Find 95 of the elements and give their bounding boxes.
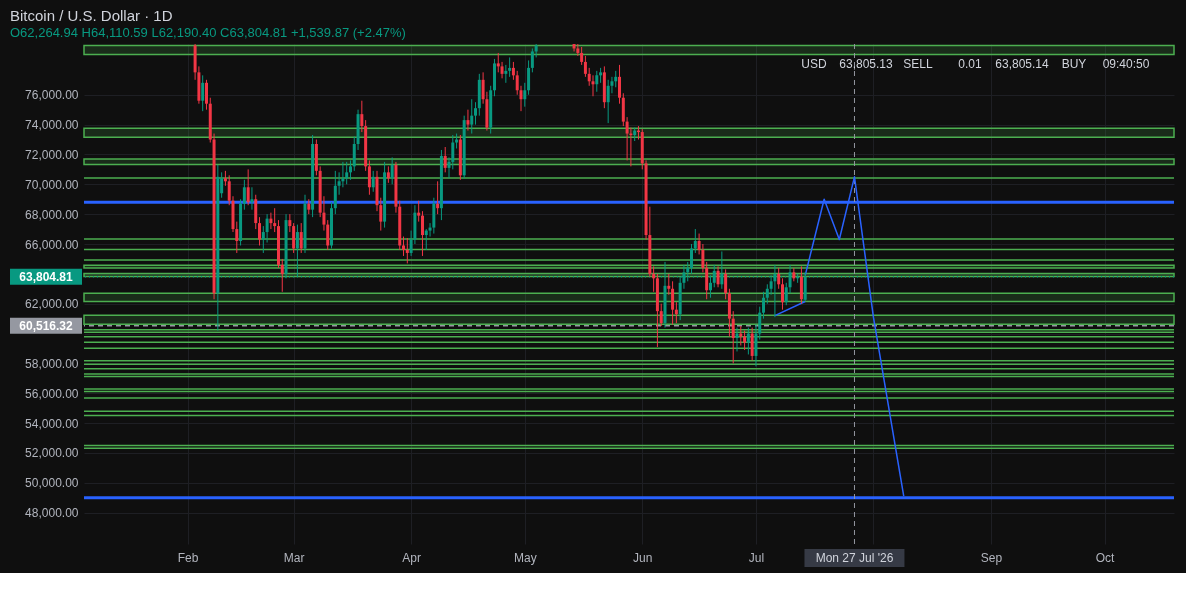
chart-subtitle: O62,264.94 H64,110.59 L62,190.40 C63,804.81 +1,539.87 (+2.47%) <box>10 24 406 40</box>
candlestick <box>780 277 784 311</box>
candlestick <box>246 168 250 206</box>
candlestick <box>258 216 262 246</box>
candlestick <box>527 59 531 96</box>
candlestick <box>523 82 527 108</box>
x-tick-label: Sep <box>980 550 1003 565</box>
x-tick-label: Feb <box>177 550 199 565</box>
candlestick <box>417 200 421 223</box>
candlestick <box>773 264 777 318</box>
candlestick <box>292 222 296 254</box>
candlestick <box>716 265 720 288</box>
candlestick <box>724 268 728 300</box>
chart-title: Bitcoin / U.S. Dollar · 1D <box>10 6 173 24</box>
y-tick-label: 48,000.00 <box>25 506 79 521</box>
candlestick <box>659 303 663 327</box>
y-tick-label: 62,000.00 <box>25 297 79 312</box>
candlestick <box>739 325 743 346</box>
candlestick <box>405 237 409 264</box>
candlestick <box>530 47 534 73</box>
candlestick <box>273 207 277 233</box>
ref-line-label: 60,516.32 <box>19 318 74 333</box>
candlestick <box>348 159 352 181</box>
candlestick <box>667 273 671 296</box>
candlestick <box>470 98 474 135</box>
candlestick <box>693 228 697 254</box>
candlestick <box>474 101 478 126</box>
annotation: USD <box>801 57 827 71</box>
candlestick <box>508 56 512 78</box>
y-tick-label: 52,000.00 <box>25 446 79 461</box>
candlestick <box>652 265 656 293</box>
ref-line-label: 63,804.81 <box>19 269 74 284</box>
y-tick-label: 50,000.00 <box>25 476 79 491</box>
candlestick <box>367 159 371 196</box>
candlestick <box>731 310 735 364</box>
candlestick <box>803 271 807 302</box>
candlestick <box>583 55 587 78</box>
y-tick-label: 58,000.00 <box>25 356 79 371</box>
candlestick <box>420 210 424 257</box>
annotation: 09:40:50 <box>1102 57 1150 71</box>
candlestick <box>402 236 406 257</box>
x-tick-label: Jun <box>633 550 653 565</box>
candlestick <box>743 330 747 351</box>
candlestick <box>750 327 754 361</box>
y-tick-label: 72,000.00 <box>25 147 79 162</box>
candlestick <box>436 180 440 215</box>
candlestick <box>280 258 284 293</box>
y-tick-label: 56,000.00 <box>25 386 79 401</box>
x-tick-label: Jul <box>748 550 765 565</box>
y-tick-label: 76,000.00 <box>25 88 79 103</box>
candlestick <box>432 197 436 235</box>
annotation: 63,805.13 <box>839 57 894 71</box>
candlestick <box>618 64 622 105</box>
candlestick <box>712 264 716 288</box>
candlestick <box>360 100 364 133</box>
candlestick <box>606 79 610 124</box>
candlestick <box>720 250 724 290</box>
candlestick <box>674 301 678 324</box>
candlestick <box>250 186 254 211</box>
candlestick <box>254 194 258 230</box>
candlestick <box>242 179 246 211</box>
x-tick-label: May <box>513 550 537 565</box>
candlestick <box>762 291 766 320</box>
x-tick-label: Apr <box>402 550 421 565</box>
candlestick <box>671 280 675 326</box>
candlestick <box>777 267 781 290</box>
candlestick <box>269 212 273 230</box>
candlestick <box>204 79 208 111</box>
candlestick <box>390 156 394 185</box>
candlestick <box>746 327 750 355</box>
candlestick <box>595 70 599 93</box>
candlestick <box>345 161 349 185</box>
y-tick-label: 54,000.00 <box>25 416 79 431</box>
x-tick-label: Oct <box>1095 550 1116 565</box>
x-tick-label: Mar <box>283 550 305 565</box>
candlestick <box>265 213 269 244</box>
y-tick-label: 70,000.00 <box>25 177 79 192</box>
candlestick <box>299 222 303 254</box>
annotation: BUY <box>1061 57 1087 71</box>
y-tick-label: 74,000.00 <box>25 118 79 133</box>
y-tick-label: 66,000.00 <box>25 237 79 252</box>
candlestick <box>735 327 739 352</box>
annotation: 63,805.14 <box>995 57 1050 71</box>
annotation: SELL <box>903 57 933 71</box>
candlestick <box>690 243 694 275</box>
candlestick <box>371 170 375 193</box>
candlestick <box>500 61 504 79</box>
candlestick <box>591 74 595 97</box>
ref-line-label: Mon 27 Jul '26 <box>815 551 894 565</box>
y-tick-label: 68,000.00 <box>25 207 79 222</box>
candlestick <box>201 74 205 112</box>
candlestick <box>443 146 447 173</box>
annotation: 0.01 <box>958 57 982 71</box>
candlestick <box>333 170 337 215</box>
candlestick <box>466 109 470 132</box>
